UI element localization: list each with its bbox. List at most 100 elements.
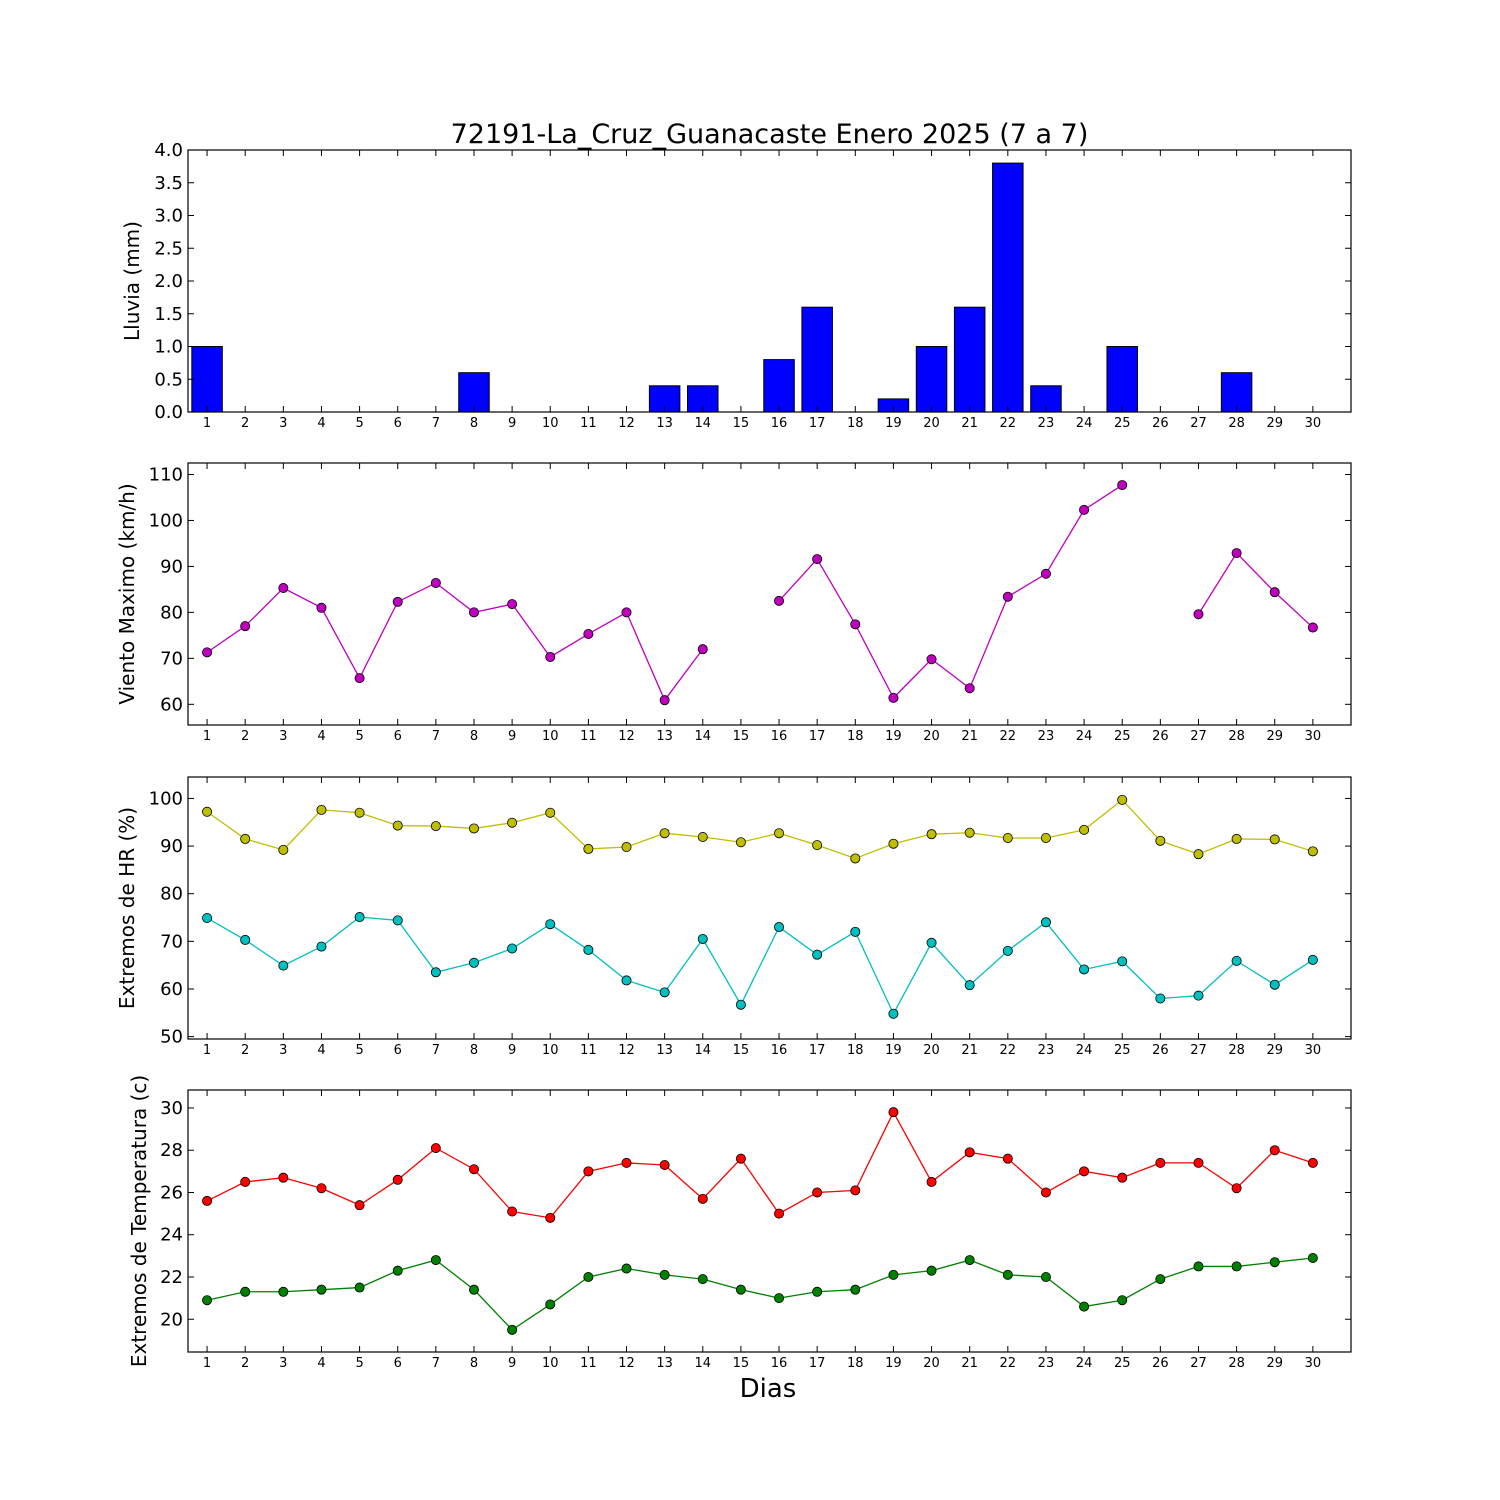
point-series-2-day-4 (316, 941, 327, 952)
bar-day-20 (915, 346, 948, 413)
point-series-1-day-7 (430, 821, 441, 832)
y-tick-label: 100 (149, 788, 183, 809)
point-series-1-day-2 (240, 621, 251, 632)
x-tick-label: 19 (885, 729, 902, 744)
point-series-1-day-15 (735, 837, 746, 848)
x-tick-label: 7 (432, 729, 440, 744)
point-series-2-day-10 (545, 1299, 556, 1310)
point-series-1-day-8 (468, 823, 479, 834)
axes-frame (187, 776, 1352, 1040)
y-tick-label: 4.0 (154, 140, 183, 161)
point-series-1-day-12 (621, 1157, 632, 1168)
point-series-1-day-20 (926, 829, 937, 840)
x-tick-label: 15 (733, 1043, 750, 1058)
x-tick-label: 19 (885, 416, 902, 431)
x-tick-label: 1 (203, 416, 211, 431)
point-series-1-day-16 (774, 1208, 785, 1219)
y-tick-label: 0.0 (154, 402, 183, 423)
point-series-2-day-9 (507, 943, 518, 954)
point-series-1-day-17 (812, 840, 823, 851)
x-tick-label: 29 (1266, 1043, 1283, 1058)
chart-title: 72191-La_Cruz_Guanacaste Enero 2025 (7 a… (451, 119, 1089, 150)
point-series-1-day-28 (1231, 548, 1242, 559)
point-series-2-day-1 (202, 913, 213, 924)
x-tick-label: 28 (1228, 1356, 1245, 1371)
point-series-1-day-3 (278, 1172, 289, 1183)
x-tick-label: 24 (1076, 416, 1093, 431)
point-series-1-day-18 (850, 619, 861, 630)
point-series-2-day-8 (468, 1284, 479, 1295)
series-1-line (206, 582, 704, 702)
point-series-2-day-30 (1307, 954, 1318, 965)
point-series-2-day-5 (354, 912, 365, 923)
point-series-2-day-14 (697, 1274, 708, 1285)
point-series-1-day-20 (926, 654, 937, 665)
point-series-2-day-23 (1040, 1271, 1051, 1282)
point-series-1-day-22 (1002, 591, 1013, 602)
point-series-2-day-2 (240, 934, 251, 945)
point-series-1-day-12 (621, 607, 632, 618)
x-tick-label: 19 (885, 1356, 902, 1371)
point-series-1-day-7 (430, 1143, 441, 1154)
point-series-2-day-12 (621, 975, 632, 986)
x-tick-label: 7 (432, 1356, 440, 1371)
x-tick-label: 16 (771, 729, 788, 744)
x-tick-label: 14 (694, 1356, 711, 1371)
x-tick-label: 17 (809, 729, 826, 744)
x-tick-label: 11 (580, 1043, 597, 1058)
point-series-2-day-16 (774, 922, 785, 933)
point-series-1-day-5 (354, 807, 365, 818)
x-tick-label: 16 (771, 416, 788, 431)
series-1-line (206, 798, 1314, 860)
point-series-1-day-19 (888, 692, 899, 703)
point-series-1-day-22 (1002, 832, 1013, 843)
x-tick-label: 24 (1076, 1043, 1093, 1058)
x-tick-label: 5 (355, 1356, 363, 1371)
point-series-2-day-27 (1193, 1261, 1204, 1272)
bar-day-16 (763, 359, 795, 413)
bar-day-21 (953, 306, 986, 413)
x-tick-label: 20 (923, 1043, 940, 1058)
y-tick-label: 1.5 (154, 304, 183, 325)
x-tick-label: 16 (771, 1356, 788, 1371)
x-tick-label: 8 (470, 1043, 478, 1058)
x-tick-label: 10 (542, 1043, 559, 1058)
y-tick-label: 100 (149, 510, 183, 531)
point-series-2-day-24 (1079, 1301, 1090, 1312)
x-tick-label: 18 (847, 1043, 864, 1058)
point-series-2-day-7 (430, 1255, 441, 1266)
point-series-1-day-27 (1193, 1157, 1204, 1168)
point-series-1-day-1 (202, 806, 213, 817)
point-series-1-day-13 (659, 1160, 670, 1171)
point-series-2-day-9 (507, 1324, 518, 1335)
axes-frame (187, 1089, 1352, 1353)
point-series-2-day-2 (240, 1286, 251, 1297)
point-series-2-day-15 (735, 999, 746, 1010)
point-series-2-day-13 (659, 1269, 670, 1280)
x-tick-label: 26 (1152, 416, 1169, 431)
x-tick-label: 3 (279, 416, 287, 431)
y-tick-label: 80 (160, 884, 183, 905)
x-tick-label: 27 (1190, 1043, 1207, 1058)
point-series-1-day-13 (659, 828, 670, 839)
point-series-1-day-23 (1040, 1187, 1051, 1198)
x-tick-label: 17 (809, 1356, 826, 1371)
panel-1: 1 2 3 4 5 6 7 8 9 10 11 12 13 14 15 16 17 18 19 20 21 22 23 24 2… (120, 119, 1352, 431)
point-series-2-day-10 (545, 919, 556, 930)
bar-day-25 (1106, 346, 1138, 413)
point-series-2-day-27 (1193, 990, 1204, 1001)
point-series-1-day-6 (392, 820, 403, 831)
point-series-1-day-7 (430, 577, 441, 588)
point-series-1-day-1 (202, 1195, 213, 1206)
point-series-1-day-23 (1040, 568, 1051, 579)
x-tick-label: 9 (508, 1356, 516, 1371)
point-series-1-day-25 (1117, 1172, 1128, 1183)
point-series-1-day-20 (926, 1176, 937, 1187)
x-tick-label: 9 (508, 729, 516, 744)
x-tick-label: 26 (1152, 1043, 1169, 1058)
x-tick-label: 18 (847, 1356, 864, 1371)
y-tick-label: 3.0 (154, 206, 183, 227)
x-tick-label: 23 (1038, 416, 1055, 431)
y-tick-label: 90 (160, 556, 183, 577)
